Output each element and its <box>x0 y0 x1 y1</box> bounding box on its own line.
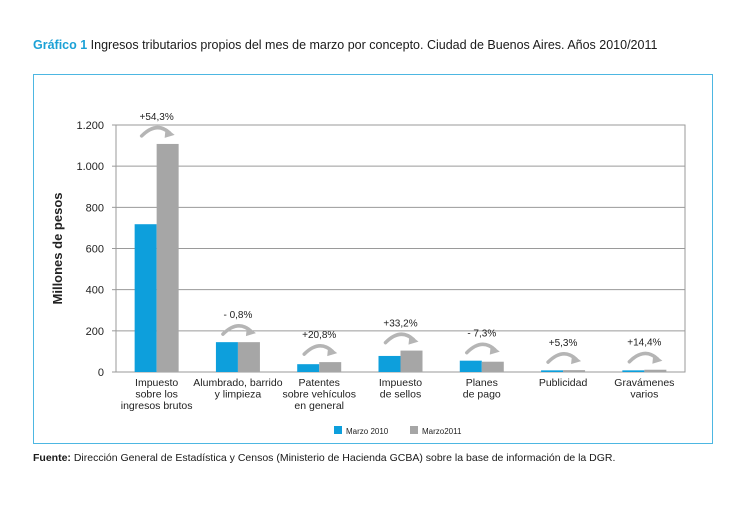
growth-arrow-head-icon <box>327 346 338 357</box>
bar-marzo-2010 <box>134 224 157 372</box>
growth-arrow-head-icon <box>489 344 500 355</box>
x-tick-label: Impuesto sobre los ingresos brutos <box>121 377 193 412</box>
bar-marzo-2010 <box>378 355 401 372</box>
bar-marzo-2011 <box>319 362 342 372</box>
y-tick-label: 1.000 <box>76 161 104 173</box>
x-tick-label: Patentes sobre vehículos en general <box>282 377 356 412</box>
chart-heading: Gráfico 1 Ingresos tributarios propios d… <box>33 38 657 52</box>
legend-label: Marzo2011 <box>422 427 462 436</box>
x-tick-label: Impuesto de sellos <box>379 377 422 401</box>
growth-arrow-head-icon <box>408 334 419 345</box>
source-label: Fuente: <box>33 452 71 464</box>
chart-heading-text: Ingresos tributarios propios del mes de … <box>87 38 658 52</box>
change-annotation: +14,4% <box>627 338 661 349</box>
y-tick-label: 1.200 <box>76 120 104 132</box>
chart-heading-number: Gráfico 1 <box>33 38 88 52</box>
growth-arrow-head-icon <box>164 127 175 138</box>
change-annotation: +5,3% <box>549 338 578 349</box>
growth-arrow-head-icon <box>245 326 256 337</box>
y-tick-label: 600 <box>86 244 104 256</box>
bar-marzo-2010 <box>215 342 238 372</box>
y-tick-label: 0 <box>98 367 104 379</box>
change-annotation: +54,3% <box>140 112 174 123</box>
y-tick-label: 200 <box>86 326 104 338</box>
bar-chart: 0 200 400 600 800 1.000 1.200 Millones de pesos… <box>50 112 686 436</box>
bar-marzo-2010 <box>541 370 564 372</box>
growth-arrow-head-icon <box>652 353 663 364</box>
x-tick-label: Publicidad <box>539 377 588 389</box>
bar-marzo-2011 <box>563 370 586 372</box>
bar-marzo-2011 <box>481 361 504 372</box>
legend-label: Marzo 2010 <box>346 427 389 436</box>
y-tick-label: 800 <box>86 202 104 214</box>
bar-marzo-2010 <box>459 360 482 372</box>
legend-swatch <box>410 426 418 434</box>
change-annotation: - 7,3% <box>467 329 496 340</box>
bar-marzo-2011 <box>156 143 179 372</box>
bar-marzo-2010 <box>297 364 320 372</box>
change-annotation: +33,2% <box>383 319 417 330</box>
bar-marzo-2011 <box>237 342 260 372</box>
x-tick-label: Planes de pago <box>463 377 501 401</box>
change-annotation: - 0,8% <box>223 310 252 321</box>
growth-arrow-head-icon <box>571 354 582 365</box>
source-note: Fuente: Dirección General de Estadística… <box>33 452 615 464</box>
source-text: Dirección General de Estadística y Censo… <box>70 452 616 464</box>
legend-swatch <box>334 426 342 434</box>
bar-marzo-2011 <box>400 350 423 372</box>
y-axis-title: Millones de pesos <box>50 193 65 305</box>
change-annotation: +20,8% <box>302 330 336 341</box>
x-tick-label: Alumbrado, barrido y limpieza <box>193 377 282 401</box>
chart-frame: 0 200 400 600 800 1.000 1.200 Millones de pesos… <box>33 74 713 444</box>
y-tick-label: 400 <box>86 285 104 297</box>
bar-marzo-2011 <box>644 369 667 372</box>
bar-marzo-2010 <box>622 370 645 372</box>
x-tick-label: Gravámenes varios <box>614 377 674 401</box>
